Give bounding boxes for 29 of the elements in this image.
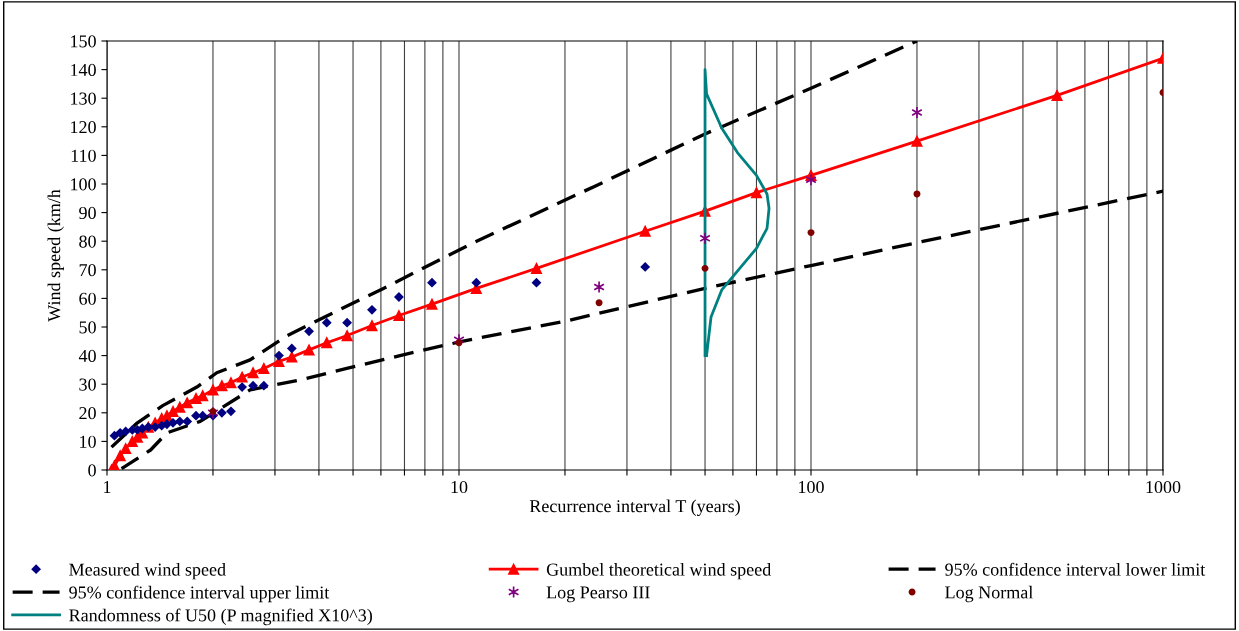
y-tick-label: 150 <box>71 35 96 48</box>
y-tick-label: 50 <box>79 321 96 334</box>
x-tick-label: 1000 <box>1146 480 1181 494</box>
x-axis-title: Recurrence interval T (years) <box>529 499 740 516</box>
y-tick-label: 10 <box>80 435 96 448</box>
legend-label: Measured wind speed <box>69 562 226 580</box>
y-tick-label: 60 <box>79 292 96 305</box>
legend-label: Log Pearso III <box>546 586 650 603</box>
legend-label: 95% confidence interval lower limit <box>945 562 1206 576</box>
y-tick-label: 110 <box>71 149 96 162</box>
y-tick-label: 0 <box>88 464 96 477</box>
legend-label: 95% confidence interval upper limit <box>69 585 330 603</box>
legend-label: Gumbel theoretical wind speed <box>546 562 772 580</box>
x-tick-label: 100 <box>799 480 824 494</box>
y-tick-label: 70 <box>79 264 96 277</box>
y-tick-label: 80 <box>79 235 96 248</box>
y-tick-label: 90 <box>79 206 96 220</box>
x-tick-label: 1 <box>104 481 111 493</box>
legend-label: Log Normal <box>945 585 1033 603</box>
y-axis-title: Wind speed (km/h <box>47 189 64 322</box>
legend-label: Randomness of U50 (P magnified X10^3) <box>69 608 372 626</box>
y-tick-label: 140 <box>71 63 96 77</box>
x-tick-label: 10 <box>451 480 468 494</box>
y-tick-label: 100 <box>71 178 96 191</box>
y-tick-label: 40 <box>78 349 96 363</box>
y-tick-label: 120 <box>71 121 96 134</box>
y-tick-label: 130 <box>71 92 96 105</box>
y-tick-label: 20 <box>79 407 96 420</box>
y-tick-label: 30 <box>79 378 96 391</box>
